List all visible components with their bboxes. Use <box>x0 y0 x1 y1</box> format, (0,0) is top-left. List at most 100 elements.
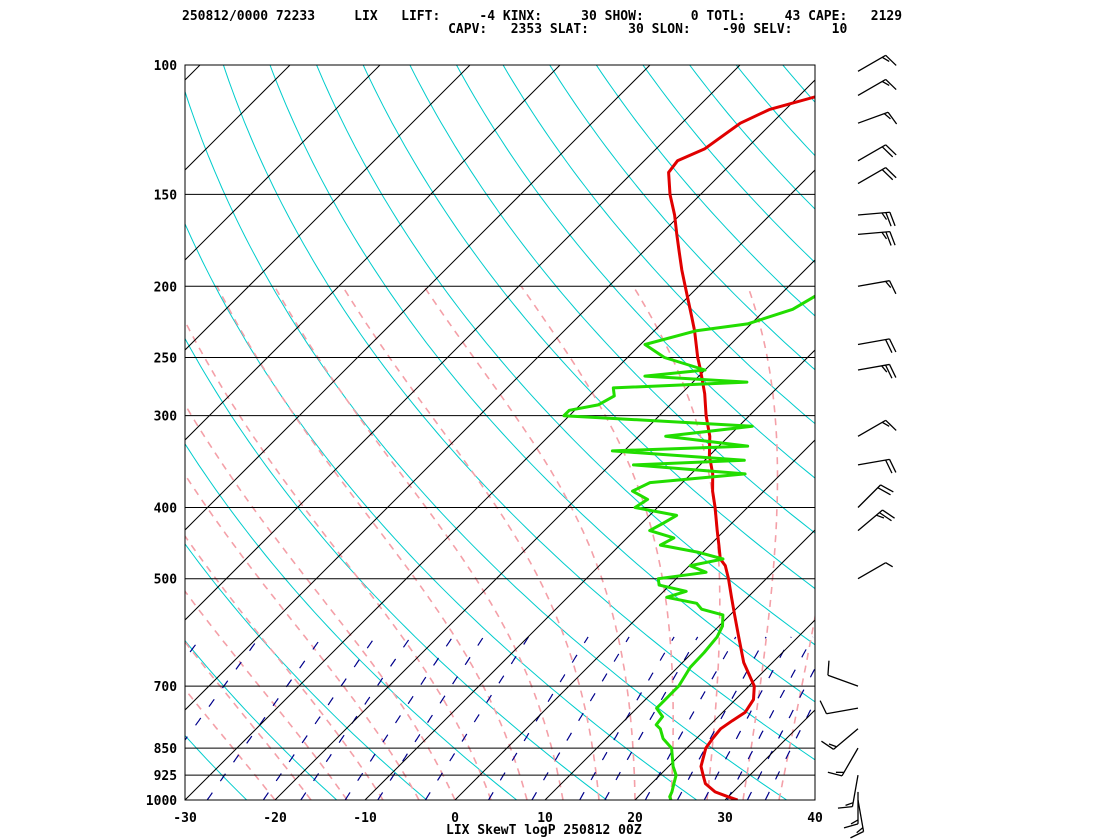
barb-full-flag <box>881 146 894 158</box>
barb-full-flag <box>885 54 897 66</box>
sounding-profiles <box>562 95 815 800</box>
x-tick-label: 30 <box>717 811 733 826</box>
barb-half-flag <box>881 56 890 62</box>
wind-barb <box>857 167 897 185</box>
dry-adiabat-line <box>642 65 815 264</box>
wind-barb <box>850 799 865 839</box>
y-tick-label: 400 <box>154 502 178 517</box>
mixing-ratio-line <box>764 699 815 800</box>
isotherm-line <box>185 65 381 261</box>
barb-half-flag <box>881 421 890 427</box>
mixing-ratio-line <box>185 636 202 660</box>
barb-full-flag <box>843 823 859 829</box>
barb-shaft <box>826 707 859 715</box>
barb-full-flag <box>884 364 893 379</box>
barb-full-flag <box>881 169 894 181</box>
wind-barb <box>857 230 896 246</box>
wind-barb <box>857 338 897 353</box>
isotherm-line <box>185 65 471 351</box>
barb-shaft <box>841 747 859 777</box>
barb-half-flag <box>845 802 854 807</box>
barb-full-flag <box>885 419 897 431</box>
barb-half-flag <box>881 212 888 220</box>
barb-full-flag <box>887 111 898 125</box>
y-tick-label: 300 <box>154 410 178 425</box>
mixing-ratio-line <box>703 636 792 800</box>
y-tick-label: 700 <box>154 680 178 695</box>
dry-adiabat-line <box>735 65 815 157</box>
wind-barb <box>857 144 897 162</box>
moist-adiabat-line <box>814 796 815 800</box>
barb-half-flag <box>881 365 888 373</box>
wind-barb <box>857 484 894 508</box>
moist-adiabat-line <box>185 473 420 800</box>
wind-barb <box>843 791 859 829</box>
barb-full-flag <box>889 231 896 246</box>
moist-adiabat-line <box>273 285 564 800</box>
x-tick-label: -10 <box>353 811 377 826</box>
y-tick-label: 850 <box>154 742 178 757</box>
isotherm-line <box>454 439 815 800</box>
mixing-ratio-line <box>746 667 815 800</box>
barb-full-flag <box>884 459 893 474</box>
wind-barb <box>857 419 897 437</box>
dry-adiabat-line <box>185 543 428 800</box>
footer-caption: LIX SkewT logP 250812 00Z <box>446 823 642 838</box>
dry-adiabat-line <box>1063 65 1120 800</box>
dry-adiabat-line <box>1109 65 1120 800</box>
x-tick-label: 20 <box>627 811 643 826</box>
barb-full-flag <box>882 509 895 519</box>
barb-full-flag <box>888 459 897 473</box>
barb-full-flag <box>827 660 830 676</box>
barb-shaft <box>833 728 859 750</box>
axis-ticks: -30 -20 -10 0 10 20 30 40 100 150 200 250 300 400 500 7… <box>146 59 823 826</box>
y-tick-label: 200 <box>154 280 178 295</box>
dry-adiabat-line <box>269 65 815 703</box>
dry-adiabat-line <box>316 65 815 646</box>
barb-shaft <box>857 338 890 346</box>
isotherm-line <box>185 65 561 441</box>
barb-half-flag <box>881 231 888 240</box>
barb-full-flag <box>821 740 834 750</box>
isotherm-line <box>544 529 815 800</box>
barb-shaft <box>857 230 890 236</box>
dry-adiabat-line <box>923 65 1120 800</box>
x-tick-label: 40 <box>807 811 823 826</box>
isotherm-line <box>274 259 815 800</box>
isotherm-line <box>634 619 815 800</box>
isotherm-line <box>185 169 815 800</box>
barb-shaft <box>857 111 889 124</box>
temperature-profile <box>667 95 815 800</box>
wind-barb <box>837 775 859 809</box>
mixing-ratio-line <box>300 636 412 800</box>
mixing-ratio-line <box>262 636 376 800</box>
moist-adiabat-line <box>742 286 779 800</box>
mixing-ratio-line <box>604 636 699 800</box>
isotherm-line <box>185 65 741 621</box>
mixing-ratio-line <box>531 636 630 800</box>
moist-adiabat-line <box>185 589 348 800</box>
barb-full-flag <box>885 167 897 179</box>
barb-full-flag <box>877 487 891 496</box>
barb-shaft <box>857 458 890 466</box>
x-tick-label: 10 <box>537 811 553 826</box>
barb-shaft <box>857 167 887 185</box>
moist-adiabat-line <box>632 285 721 800</box>
barb-full-flag <box>819 700 828 715</box>
dry-adiabat-line <box>782 65 815 103</box>
moist-adiabat-line <box>778 612 815 800</box>
barb-shaft <box>851 775 859 807</box>
wind-barb <box>827 747 859 777</box>
barb-shaft <box>857 78 887 96</box>
y-tick-label: 150 <box>154 188 178 203</box>
plot-border <box>184 64 816 801</box>
mixing-ratio-line <box>206 636 323 800</box>
dry-adiabat-line <box>185 222 697 800</box>
x-tick-label: -20 <box>263 811 287 826</box>
mixing-ratio-line <box>726 636 814 800</box>
wind-barb <box>821 728 859 750</box>
barb-half-flag <box>876 514 885 519</box>
sounding-stats-line-2: CAPV: 2353 SLAT: 30 SLON: -90 SELV: 10 <box>182 22 848 37</box>
dewpoint-profile <box>562 294 815 800</box>
barb-full-flag <box>888 280 897 295</box>
